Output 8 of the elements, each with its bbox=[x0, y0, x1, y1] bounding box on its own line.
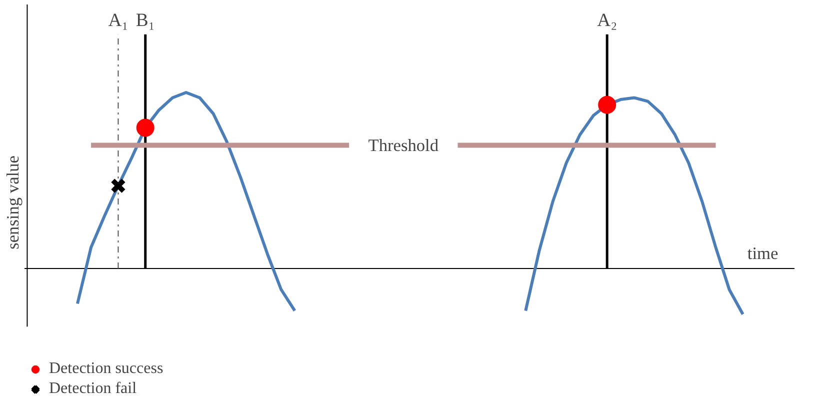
x-tick-label: A₂ bbox=[597, 10, 618, 31]
x-tick-label: B₁ bbox=[136, 10, 155, 31]
legend-label: Detection success bbox=[49, 360, 164, 378]
x-axis-title: time bbox=[747, 244, 779, 264]
x-tick-label: A₁ bbox=[108, 10, 128, 31]
series-label: Threshold bbox=[368, 136, 439, 155]
y-axis-title: sensing value bbox=[4, 155, 22, 250]
legend-label: Detection fail bbox=[49, 380, 137, 398]
